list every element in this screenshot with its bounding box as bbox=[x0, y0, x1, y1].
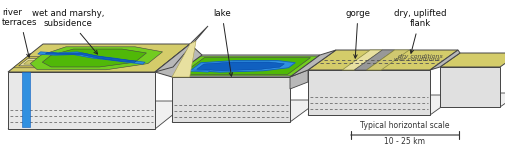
Polygon shape bbox=[308, 95, 458, 115]
Polygon shape bbox=[440, 67, 500, 107]
Polygon shape bbox=[19, 59, 54, 66]
Text: 10 - 25 km: 10 - 25 km bbox=[384, 137, 426, 146]
Polygon shape bbox=[155, 44, 202, 77]
Polygon shape bbox=[308, 70, 430, 115]
Polygon shape bbox=[38, 52, 145, 64]
Polygon shape bbox=[30, 47, 163, 70]
Polygon shape bbox=[42, 49, 146, 67]
Polygon shape bbox=[45, 52, 136, 62]
Polygon shape bbox=[8, 72, 155, 129]
Polygon shape bbox=[172, 77, 290, 122]
Polygon shape bbox=[190, 60, 295, 72]
Polygon shape bbox=[22, 72, 30, 127]
Polygon shape bbox=[196, 62, 284, 71]
Polygon shape bbox=[13, 57, 64, 68]
Polygon shape bbox=[290, 70, 308, 89]
Polygon shape bbox=[440, 53, 505, 67]
Polygon shape bbox=[440, 93, 505, 107]
Polygon shape bbox=[172, 100, 320, 122]
Polygon shape bbox=[181, 58, 311, 74]
Text: gorge: gorge bbox=[345, 9, 371, 58]
Text: dry conditions: dry conditions bbox=[397, 54, 442, 59]
Text: wet and marshy,
subsidence: wet and marshy, subsidence bbox=[32, 9, 104, 54]
Polygon shape bbox=[8, 101, 190, 129]
Polygon shape bbox=[367, 50, 409, 70]
Polygon shape bbox=[24, 60, 45, 64]
Polygon shape bbox=[355, 50, 394, 70]
Text: Typical horizontal scale: Typical horizontal scale bbox=[360, 121, 450, 130]
Polygon shape bbox=[179, 69, 210, 72]
Polygon shape bbox=[172, 41, 196, 77]
Polygon shape bbox=[342, 50, 382, 70]
Polygon shape bbox=[290, 50, 336, 77]
Polygon shape bbox=[155, 26, 208, 72]
Text: lake: lake bbox=[213, 9, 233, 76]
Polygon shape bbox=[8, 44, 190, 72]
Text: river
terraces: river terraces bbox=[2, 8, 37, 57]
Polygon shape bbox=[430, 50, 460, 70]
Polygon shape bbox=[174, 56, 319, 76]
Polygon shape bbox=[308, 50, 458, 70]
Text: wet conditions: wet conditions bbox=[394, 57, 440, 62]
Polygon shape bbox=[172, 55, 320, 77]
Text: dry, uplifted
flank: dry, uplifted flank bbox=[394, 9, 446, 53]
